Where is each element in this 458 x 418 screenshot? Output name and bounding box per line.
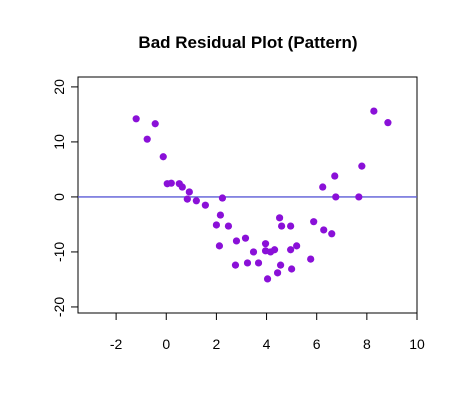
point xyxy=(287,222,295,230)
point xyxy=(192,197,200,205)
point xyxy=(201,201,209,209)
point xyxy=(273,269,282,277)
point xyxy=(216,211,225,219)
point xyxy=(310,218,318,226)
point xyxy=(332,193,340,201)
point xyxy=(224,222,233,230)
point xyxy=(254,259,263,267)
point xyxy=(212,221,221,229)
point xyxy=(183,195,191,203)
x-tick-label: 0 xyxy=(162,336,170,352)
plot-frame xyxy=(77,76,418,314)
point xyxy=(276,261,285,269)
point xyxy=(151,120,159,128)
point xyxy=(159,153,167,161)
point xyxy=(215,242,224,250)
x-tick-label: 4 xyxy=(263,336,271,352)
point xyxy=(355,193,363,201)
point xyxy=(232,237,241,245)
point xyxy=(261,240,270,248)
point xyxy=(358,162,366,170)
y-tick-label: -10 xyxy=(51,242,67,262)
point xyxy=(167,179,175,187)
y-tick-label: 0 xyxy=(51,193,67,201)
point xyxy=(143,135,151,143)
point xyxy=(185,188,193,196)
chart-title: Bad Residual Plot (Pattern) xyxy=(138,33,357,52)
point xyxy=(218,194,227,202)
point xyxy=(249,248,258,256)
x-tick-label: 8 xyxy=(363,336,371,352)
x-tick-label: 2 xyxy=(213,336,221,352)
point xyxy=(278,222,286,230)
x-tick-label: -2 xyxy=(110,336,123,352)
point xyxy=(328,230,336,238)
point xyxy=(370,107,378,115)
point xyxy=(178,183,186,191)
point xyxy=(288,265,296,273)
point xyxy=(287,246,295,254)
point xyxy=(263,275,272,283)
point xyxy=(275,214,284,222)
point xyxy=(331,172,339,180)
point xyxy=(319,183,327,191)
point xyxy=(307,255,315,263)
point xyxy=(243,259,252,267)
y-tick-label: -20 xyxy=(51,297,67,317)
point xyxy=(320,226,328,234)
point xyxy=(241,234,250,242)
point xyxy=(270,246,279,254)
y-tick-label: 10 xyxy=(51,134,67,150)
x-tick-label: 6 xyxy=(313,336,321,352)
x-tick-label: 10 xyxy=(409,336,425,352)
point xyxy=(132,115,140,123)
y-tick-label: 20 xyxy=(51,79,67,95)
point xyxy=(384,119,392,127)
point xyxy=(231,261,240,269)
point xyxy=(293,242,301,250)
